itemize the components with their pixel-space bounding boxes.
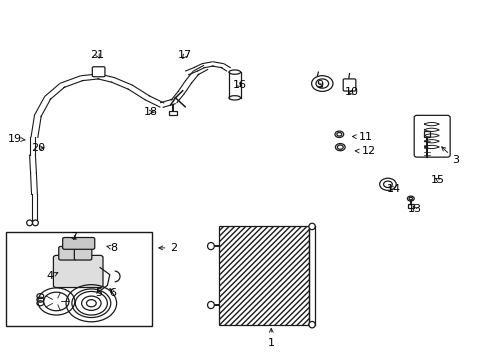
Text: 3: 3 (441, 147, 459, 165)
Ellipse shape (407, 196, 413, 201)
FancyBboxPatch shape (53, 255, 103, 288)
Text: 12: 12 (354, 147, 375, 157)
Text: 5: 5 (95, 288, 102, 297)
Text: 20: 20 (31, 143, 45, 153)
Ellipse shape (228, 70, 240, 74)
Ellipse shape (32, 220, 38, 226)
FancyBboxPatch shape (74, 247, 92, 260)
Text: 10: 10 (344, 87, 358, 98)
Bar (407, 203, 413, 208)
Bar (169, 111, 177, 115)
Text: 16: 16 (232, 80, 246, 90)
Text: 13: 13 (407, 203, 421, 213)
Text: 17: 17 (178, 50, 192, 60)
Text: 7: 7 (70, 232, 77, 242)
Text: 19: 19 (8, 134, 25, 144)
Ellipse shape (408, 197, 412, 200)
Ellipse shape (308, 321, 315, 328)
Text: 14: 14 (386, 184, 401, 194)
FancyBboxPatch shape (413, 115, 449, 157)
Text: 4: 4 (46, 271, 58, 282)
FancyBboxPatch shape (92, 67, 105, 77)
Text: 21: 21 (90, 50, 104, 60)
Ellipse shape (228, 96, 240, 100)
Ellipse shape (207, 301, 214, 309)
FancyBboxPatch shape (62, 238, 95, 249)
Text: 15: 15 (430, 175, 444, 185)
Bar (219, 226, 308, 325)
Text: 18: 18 (144, 107, 158, 117)
Text: 8: 8 (107, 243, 118, 253)
Circle shape (86, 300, 96, 307)
Ellipse shape (27, 220, 32, 226)
Text: 2: 2 (159, 243, 177, 253)
Text: 6: 6 (109, 288, 117, 297)
Ellipse shape (207, 243, 214, 249)
Text: 1: 1 (267, 328, 274, 347)
Ellipse shape (308, 223, 315, 230)
Text: 11: 11 (352, 132, 372, 142)
FancyBboxPatch shape (59, 247, 76, 260)
Bar (6, 232, 152, 327)
Text: 9: 9 (316, 80, 323, 90)
FancyBboxPatch shape (343, 79, 355, 91)
Bar (424, 131, 429, 137)
